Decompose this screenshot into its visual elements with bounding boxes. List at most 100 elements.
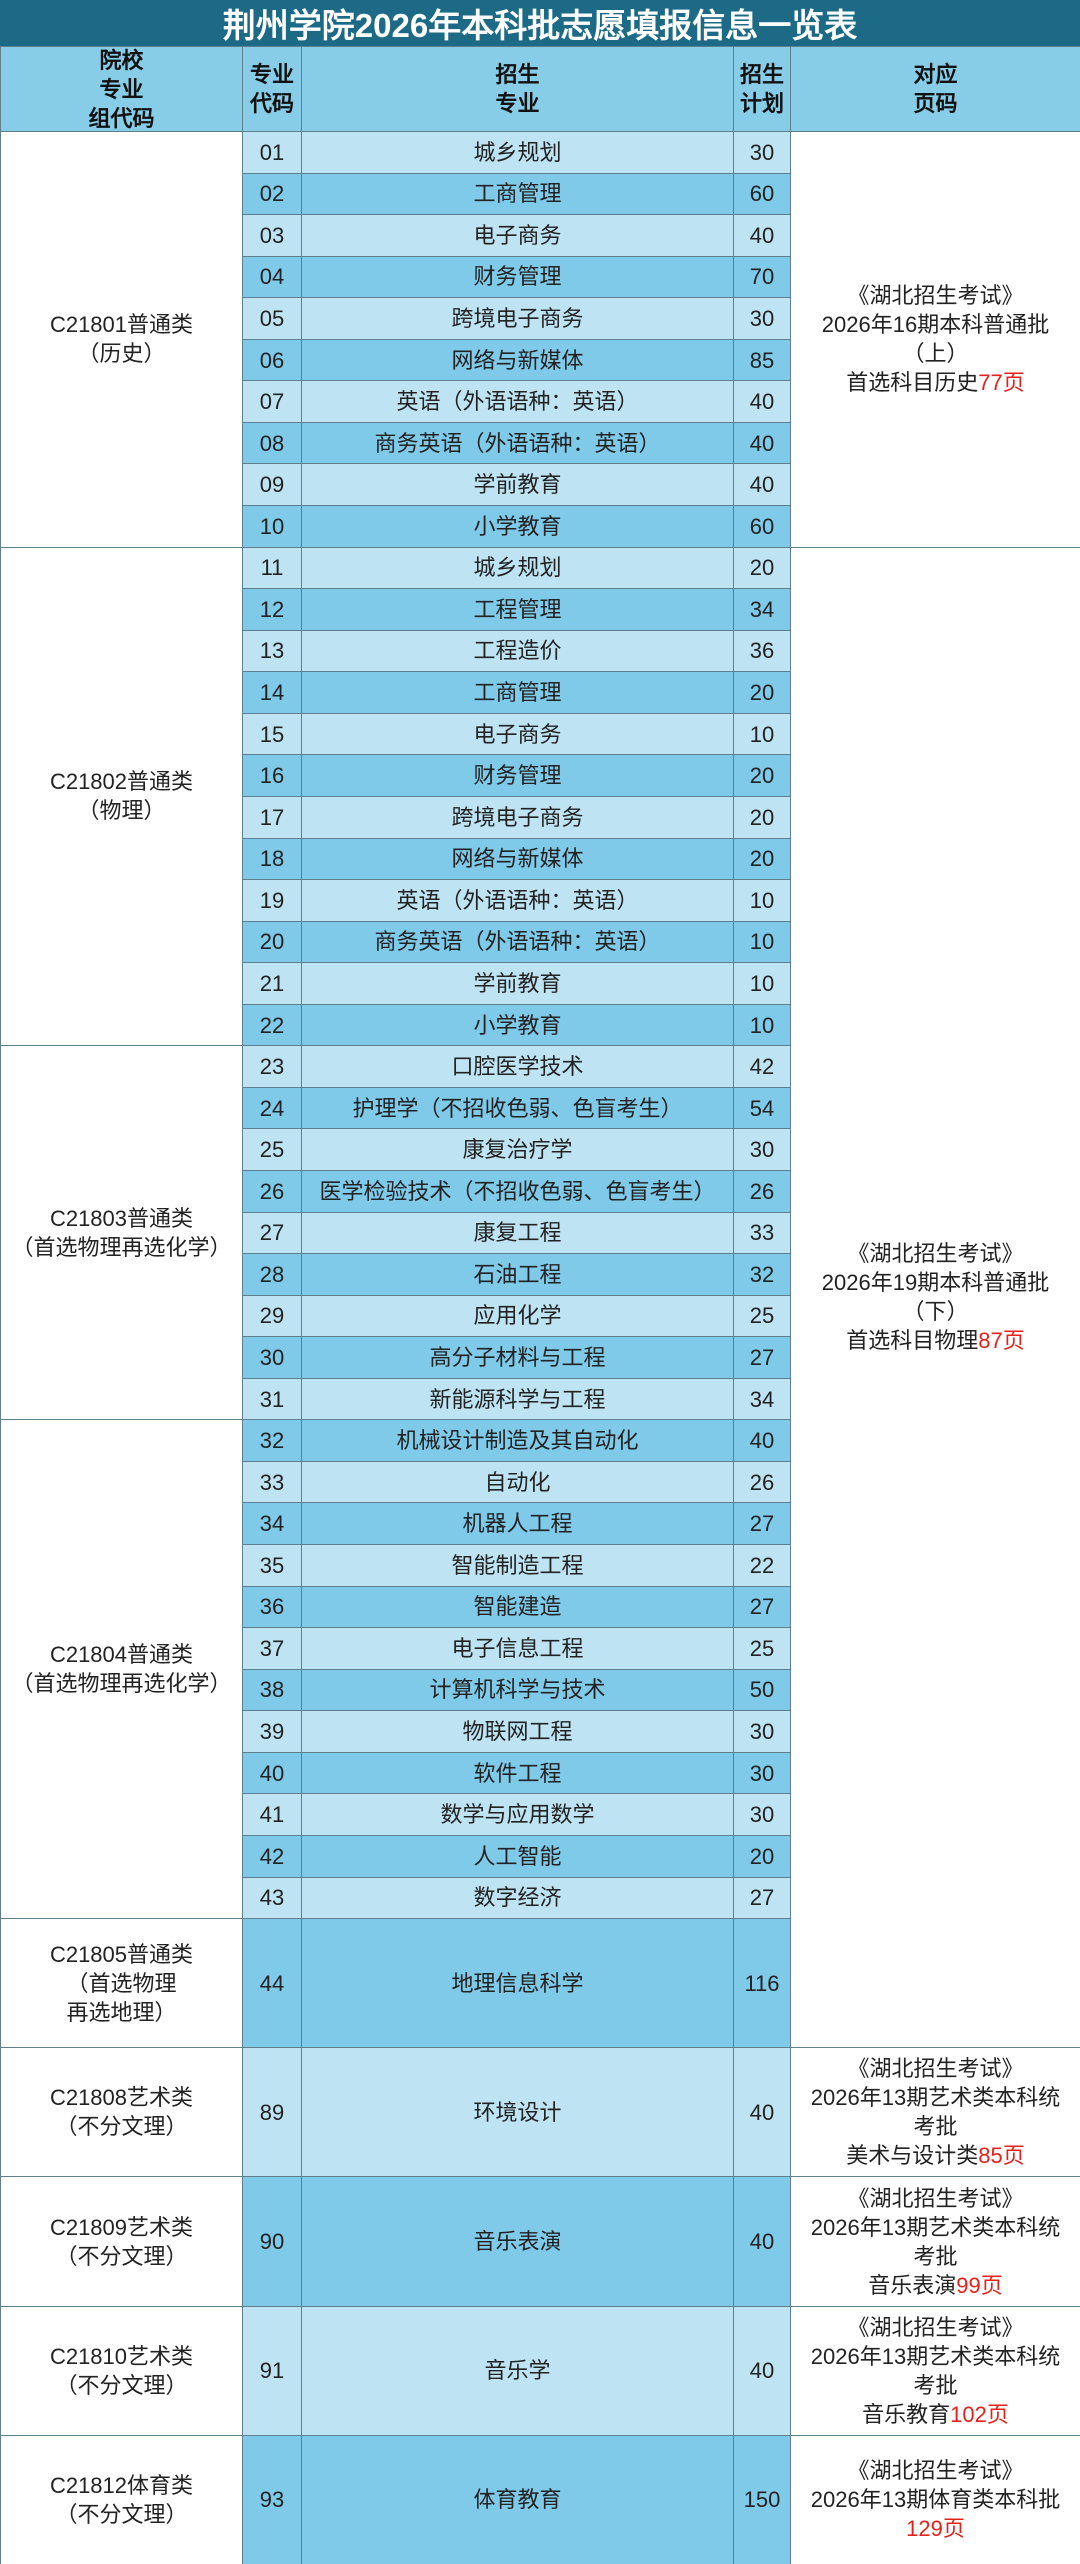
note-line: 2026年16期本科普通批	[821, 312, 1050, 338]
plan-cell: 25	[733, 1294, 791, 1338]
major-code: 38	[259, 1677, 285, 1703]
major-code-cell: 14	[242, 671, 302, 714]
major-code-cell: 91	[242, 2305, 302, 2436]
major-code-cell: 42	[242, 1834, 302, 1878]
major-code-cell: 44	[242, 1918, 302, 2049]
plan: 10	[749, 887, 775, 913]
major-name: 商务英语（外语语种：英语）	[374, 929, 661, 955]
group-code: （不分文理）	[55, 2501, 188, 2527]
major-name-cell: 人工智能	[301, 1834, 734, 1878]
table-title: 荆州学院2026年本科批志愿填报信息一览表	[0, 0, 1080, 46]
major-name-cell: 康复工程	[301, 1211, 734, 1255]
note-subject: 首选科目物理	[846, 1328, 979, 1354]
header-text: 招生	[495, 62, 540, 87]
page-number: 102页	[950, 2401, 1009, 2427]
major-code-cell: 34	[242, 1502, 302, 1546]
major-code-cell: 27	[242, 1211, 302, 1255]
major-code: 21	[259, 970, 285, 996]
major-code-cell: 10	[242, 505, 302, 548]
plan-cell: 40	[733, 214, 791, 257]
plan-cell: 36	[733, 629, 791, 673]
plan: 10	[749, 1012, 775, 1038]
header-cell: 招生 计划	[733, 46, 791, 132]
major-name-cell: 自动化	[301, 1460, 734, 1504]
major-code: 35	[259, 1552, 285, 1578]
major-code: 41	[259, 1802, 285, 1828]
plan: 85	[749, 347, 775, 373]
major-code: 14	[259, 680, 285, 706]
major-code: 16	[259, 763, 285, 789]
major-name-cell: 小学教育	[301, 505, 734, 548]
major-code: 39	[259, 1719, 285, 1745]
major-code: 18	[259, 846, 285, 872]
plan: 40	[749, 2099, 775, 2125]
major-name: 音乐表演	[473, 2229, 562, 2255]
major-name-cell: 物联网工程	[301, 1710, 734, 1753]
plan: 26	[749, 1178, 775, 1204]
major-name: 商务英语（外语语种：英语）	[374, 430, 661, 456]
major-code: 07	[259, 389, 285, 415]
plan: 27	[749, 1594, 775, 1620]
plan: 70	[749, 264, 775, 290]
plan: 40	[749, 2229, 775, 2255]
plan-cell: 10	[733, 962, 791, 1005]
major-code-cell: 12	[242, 588, 302, 631]
note-subject: 音乐表演	[868, 2272, 957, 2298]
plan: 20	[749, 1843, 775, 1869]
note-line: 《湖北招生考试》	[847, 2185, 1024, 2211]
major-code-cell: 02	[242, 172, 302, 216]
major-code: 93	[259, 2487, 285, 2513]
note-page-line: 首选科目历史77页	[846, 368, 1025, 397]
major-name: 城乡规划	[473, 139, 562, 165]
header-cell: 招生 专业	[301, 46, 734, 132]
major-name: 智能建造	[473, 1594, 562, 1620]
note-line: 考批	[913, 2243, 958, 2269]
major-name: 音乐学	[484, 2358, 551, 2384]
plan-cell: 60	[733, 505, 791, 548]
page-note-cell: 《湖北招生考试》 2026年13期艺术类本科统 考批 音乐表演99页	[790, 2176, 1080, 2307]
major-code: 22	[259, 1012, 285, 1038]
plan: 20	[749, 555, 775, 581]
major-code: 42	[259, 1843, 285, 1869]
header-text: 页码	[913, 91, 958, 116]
group-code: C21803普通类	[49, 1205, 194, 1231]
major-name-cell: 跨境电子商务	[301, 795, 734, 839]
major-code-cell: 09	[242, 463, 302, 507]
plan: 20	[749, 763, 775, 789]
major-name-cell: 高分子材料与工程	[301, 1336, 734, 1379]
major-code-cell: 28	[242, 1253, 302, 1296]
group-code: （首选物理	[66, 1970, 177, 1996]
plan-cell: 26	[733, 1170, 791, 1213]
major-name-cell: 商务英语（外语语种：英语）	[301, 421, 734, 465]
plan-cell: 150	[733, 2434, 791, 2564]
plan-cell: 33	[733, 1211, 791, 1255]
note-page-line: 首选科目物理87页	[846, 1326, 1025, 1355]
plan-cell: 25	[733, 1627, 791, 1670]
major-code-cell: 90	[242, 2176, 302, 2307]
header-text: 院校	[99, 47, 144, 73]
major-code-cell: 05	[242, 297, 302, 340]
plan: 10	[749, 970, 775, 996]
major-code: 89	[259, 2099, 285, 2125]
group-code: C21801普通类	[49, 312, 194, 338]
plan: 10	[749, 929, 775, 955]
plan: 10	[749, 721, 775, 747]
major-name-cell: 学前教育	[301, 463, 734, 507]
major-name: 跨境电子商务	[451, 306, 584, 331]
group-code: C21804普通类	[49, 1642, 194, 1668]
plan: 33	[749, 1220, 775, 1246]
note-subject: 音乐教育	[862, 2401, 951, 2427]
group-code-cell: C21801普通类 （历史）	[0, 131, 243, 548]
major-code: 06	[259, 347, 285, 373]
major-name: 医学检验技术（不招收色弱、色盲考生）	[319, 1178, 716, 1204]
note-line: 考批	[913, 2114, 958, 2140]
major-code: 13	[259, 638, 285, 664]
major-name: 智能制造工程	[451, 1552, 584, 1578]
major-name-cell: 英语（外语语种：英语）	[301, 879, 734, 922]
group-code: （首选物理再选化学）	[11, 1671, 232, 1697]
major-name-cell: 电子商务	[301, 712, 734, 756]
major-code-cell: 89	[242, 2047, 302, 2178]
header-text: 专业	[249, 62, 294, 87]
plan: 27	[749, 1345, 775, 1370]
